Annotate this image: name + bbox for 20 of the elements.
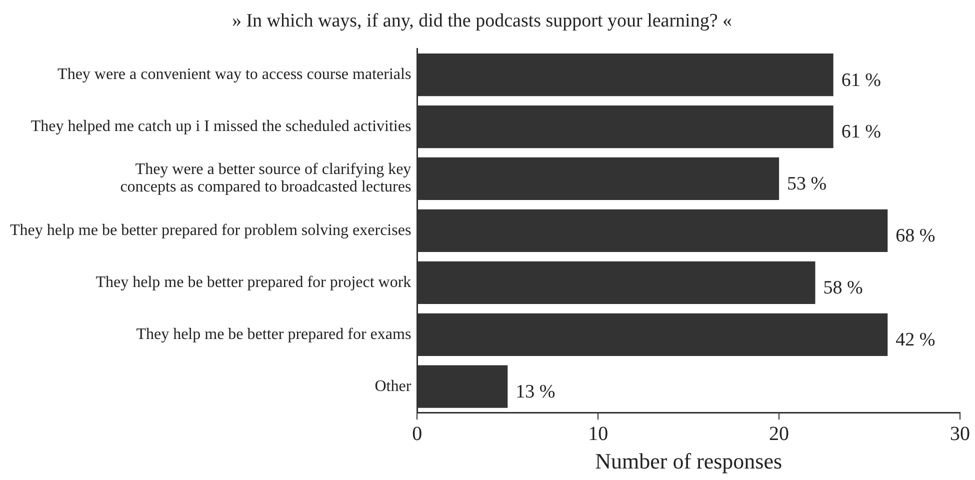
y-tick-label: They helped me catch up i I missed the scheduled activities — [30, 118, 412, 135]
annotation: 61 % — [841, 122, 882, 143]
annotation: 68 % — [896, 226, 936, 247]
chart-title: » In which ways, if any, did the podcasts support your learning? « — [232, 10, 732, 32]
y-tick-label: They were a convenient way to access course materials — [58, 66, 412, 83]
annotation: 61 % — [841, 70, 882, 91]
x-tick-label: 10 — [588, 422, 608, 445]
x-tick-label: 30 — [950, 422, 970, 445]
annotation: 53 % — [787, 174, 827, 195]
y-tick-label: They help me be better prepared for exams — [136, 326, 412, 343]
x-axis-title: Number of responses — [595, 448, 782, 474]
x-tick-label: 0 — [412, 422, 422, 445]
annotation: 58 % — [823, 278, 863, 299]
annotation: 42 % — [896, 330, 936, 351]
y-tick-label: They help me be better prepared for project work — [96, 274, 412, 291]
y-tick-label: They were a better source of clarifying key concepts as compared to broadcasted lectures — [120, 161, 412, 196]
x-tick-label: 20 — [769, 422, 790, 445]
y-tick-label: Other — [374, 378, 412, 395]
y-tick-label: They help me be better prepared for problem solving exercises — [10, 222, 412, 239]
annotation: 13 % — [516, 382, 556, 403]
